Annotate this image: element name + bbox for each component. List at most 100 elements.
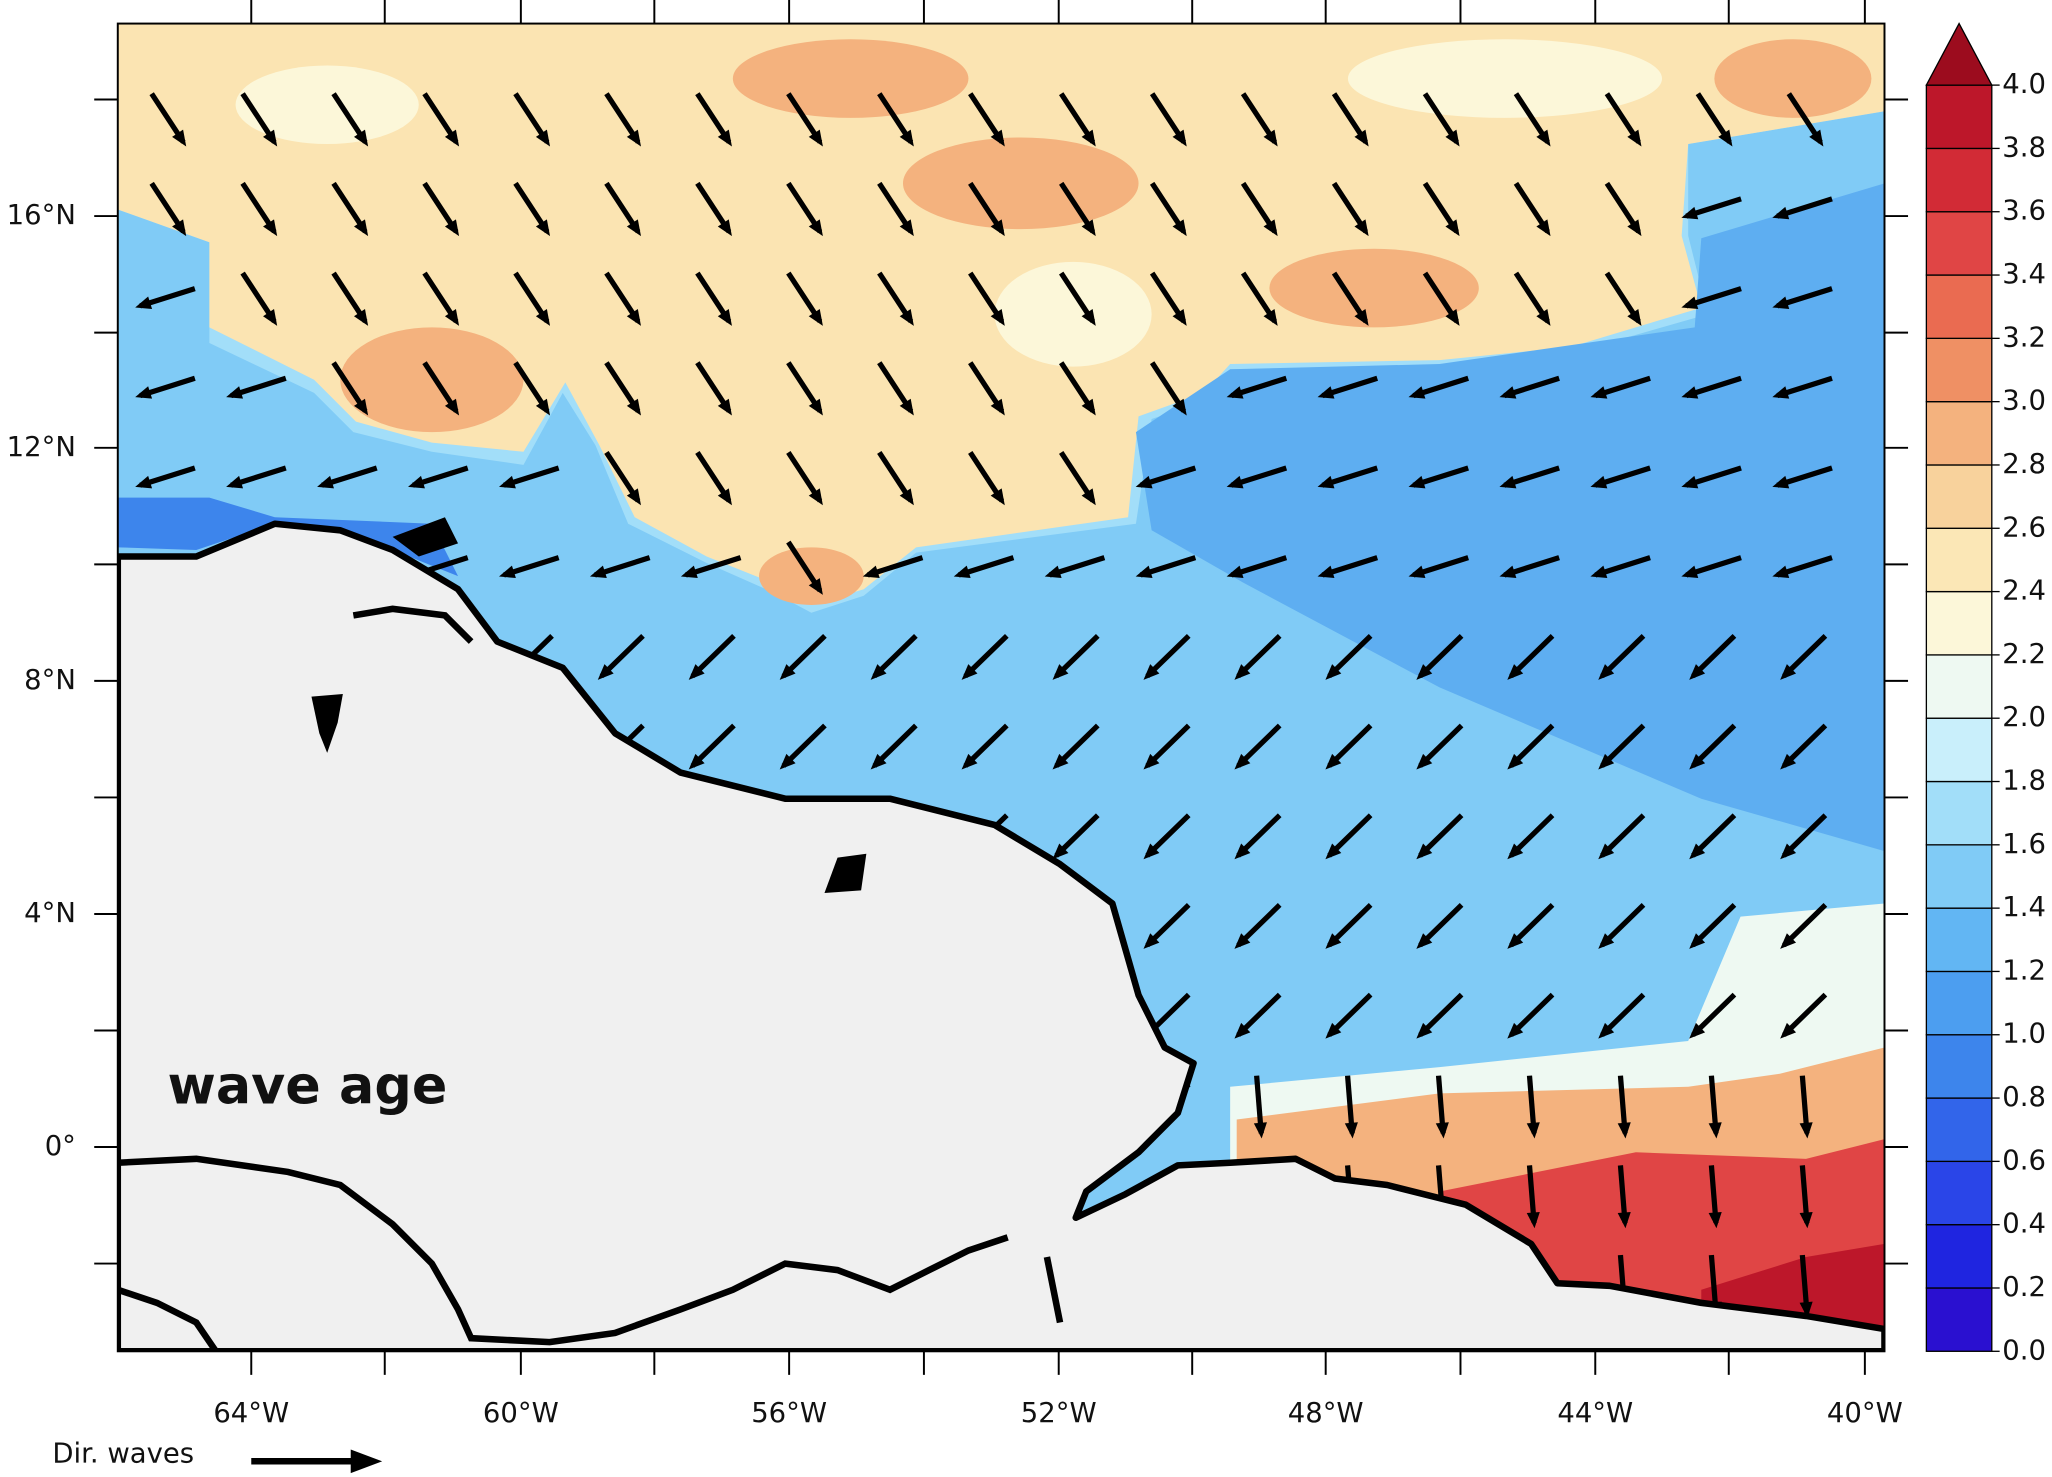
arrow bbox=[1059, 92, 1096, 147]
arrow-head bbox=[1536, 219, 1551, 237]
field bbox=[117, 23, 1885, 1352]
arrow-head bbox=[1689, 843, 1706, 860]
arrow-head bbox=[1172, 129, 1187, 147]
arrow-head bbox=[1681, 206, 1699, 220]
arrow-head bbox=[779, 753, 796, 770]
arrow-head bbox=[717, 129, 732, 147]
arrow bbox=[422, 361, 460, 416]
arrow bbox=[1689, 723, 1737, 770]
arrow bbox=[968, 181, 1005, 237]
arrow bbox=[1435, 1075, 1449, 1139]
colorbar-label: 2.0 bbox=[2002, 701, 2046, 733]
arrow bbox=[1780, 903, 1828, 949]
arrow-head bbox=[1499, 475, 1517, 489]
arrow bbox=[1499, 465, 1560, 489]
arrow-head bbox=[498, 475, 516, 489]
arrow-head bbox=[1143, 933, 1160, 949]
arrow-head bbox=[535, 398, 551, 416]
arrow bbox=[1513, 181, 1551, 237]
arrow bbox=[149, 92, 187, 147]
arrow-head bbox=[1416, 664, 1433, 680]
arrow bbox=[786, 271, 823, 326]
arrow-head bbox=[1689, 664, 1706, 680]
arrow-head bbox=[263, 129, 278, 147]
arrow-head bbox=[1708, 1122, 1722, 1139]
colorbar-bin bbox=[1925, 274, 1993, 340]
arrow-head bbox=[1809, 129, 1824, 147]
arrow-head bbox=[626, 488, 641, 506]
arrow bbox=[1772, 465, 1833, 489]
colorbar-bin bbox=[1925, 907, 1993, 973]
frame-ticks bbox=[94, 0, 1909, 1375]
arrow bbox=[870, 633, 918, 680]
arrow bbox=[1786, 92, 1824, 147]
arrow-head bbox=[870, 664, 887, 680]
arrow-head bbox=[1263, 309, 1278, 326]
arrow-head bbox=[1598, 843, 1615, 860]
arrow-head bbox=[353, 398, 369, 416]
arrow bbox=[1695, 92, 1733, 147]
colorbar-label: 2.2 bbox=[2002, 638, 2046, 670]
arrow bbox=[1143, 633, 1191, 680]
arrow bbox=[1772, 555, 1833, 579]
arrow-head bbox=[1325, 1022, 1342, 1039]
colorbar-bin bbox=[1925, 590, 1993, 656]
arrow bbox=[786, 181, 823, 237]
arrow bbox=[1135, 555, 1197, 579]
coastal-blue bbox=[117, 497, 459, 577]
arrow-head bbox=[1445, 309, 1460, 326]
arrow-head bbox=[779, 664, 796, 680]
arrow bbox=[1240, 181, 1278, 237]
arrow-head bbox=[1507, 753, 1524, 770]
arrow-head bbox=[1681, 565, 1699, 579]
arrow bbox=[1059, 181, 1096, 237]
arrow bbox=[1325, 813, 1373, 860]
arrow bbox=[1617, 1165, 1631, 1229]
arrow-head bbox=[1536, 309, 1551, 326]
arrow bbox=[1598, 992, 1646, 1039]
arrow-head bbox=[1617, 1122, 1631, 1139]
arrow-head bbox=[1708, 1211, 1722, 1229]
arrow-head bbox=[135, 296, 153, 309]
colorbar-bin bbox=[1925, 401, 1993, 466]
arrow bbox=[862, 555, 924, 579]
arrow bbox=[688, 633, 736, 680]
arrow-head bbox=[1627, 129, 1642, 147]
arrow bbox=[240, 92, 278, 147]
colorbar-bin bbox=[1925, 844, 1993, 909]
arrow-head bbox=[1681, 386, 1699, 399]
arrow bbox=[1052, 633, 1100, 680]
arrow bbox=[1059, 271, 1096, 326]
colorbar-bin bbox=[1925, 1034, 1993, 1099]
arrow-head bbox=[1772, 206, 1790, 220]
arrow bbox=[135, 286, 196, 309]
arrow-head bbox=[862, 565, 880, 579]
arrow bbox=[877, 361, 914, 416]
arrow-head bbox=[1044, 565, 1062, 579]
arrow bbox=[1780, 992, 1828, 1039]
colorbar-label: 1.8 bbox=[2002, 765, 2046, 797]
x-tick-label: 56°W bbox=[751, 1397, 827, 1429]
arrow-head bbox=[717, 398, 732, 416]
arrow bbox=[1507, 813, 1555, 860]
arrow bbox=[135, 375, 196, 399]
arrow-head bbox=[1325, 753, 1342, 770]
arrow-head bbox=[1526, 1211, 1540, 1229]
land bbox=[117, 520, 1885, 1352]
arrow bbox=[513, 271, 551, 326]
arrow-head bbox=[1052, 843, 1069, 860]
arrow bbox=[1044, 555, 1106, 579]
arrow bbox=[1317, 555, 1379, 579]
colorbar-bin bbox=[1925, 717, 1993, 783]
arrow bbox=[1772, 286, 1833, 309]
arrow bbox=[1226, 375, 1288, 399]
arrow-head bbox=[1354, 219, 1369, 237]
arrow-head bbox=[717, 309, 732, 326]
arrow-head bbox=[1590, 565, 1608, 579]
colorbar-label: 3.6 bbox=[2002, 195, 2046, 227]
arrow-head bbox=[1081, 309, 1096, 326]
colorbar-bin bbox=[1925, 1287, 1993, 1352]
arrow bbox=[1499, 375, 1560, 399]
arrow-head bbox=[1780, 843, 1797, 860]
arrow-head bbox=[1317, 565, 1335, 579]
